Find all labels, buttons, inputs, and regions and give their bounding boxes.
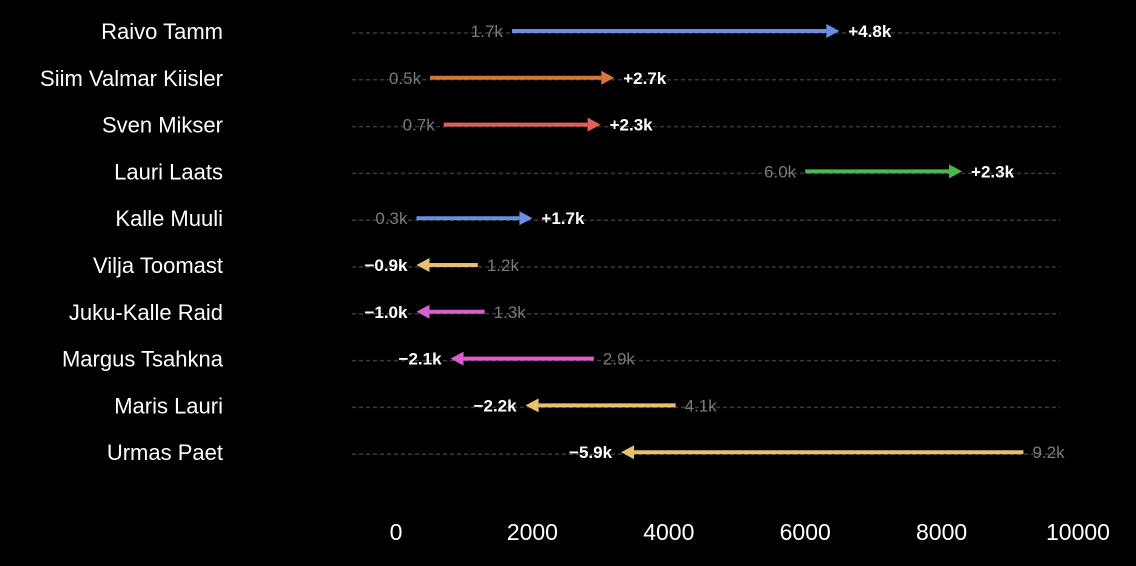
row-name-label: Lauri Laats [114, 159, 223, 184]
start-value-label: 1.7k [471, 22, 504, 41]
start-value-label: 6.0k [764, 162, 797, 181]
x-tick-label: 6000 [780, 519, 831, 545]
x-tick-label: 2000 [507, 519, 558, 545]
x-tick-label: 10000 [1046, 519, 1110, 545]
row-name-label: Urmas Paet [107, 440, 223, 465]
delta-value-label: +4.8k [848, 22, 892, 41]
row-name-label: Maris Lauri [114, 393, 223, 418]
row-name-label: Sven Mikser [102, 113, 223, 138]
row-name-label: Siim Valmar Kiisler [40, 66, 223, 91]
delta-value-label: +2.3k [610, 116, 654, 135]
row-name-label: Kalle Muuli [115, 206, 223, 231]
row-name-label: Margus Tsahkna [62, 347, 224, 372]
delta-value-label: −0.9k [364, 256, 408, 275]
row-name-label: Vilja Toomast [93, 253, 223, 278]
delta-value-label: −5.9k [569, 443, 613, 462]
row-name-label: Raivo Tamm [101, 19, 223, 44]
delta-value-label: −1.0k [364, 303, 408, 322]
delta-value-label: +1.7k [541, 209, 585, 228]
delta-value-label: −2.2k [474, 396, 518, 415]
start-value-label: 9.2k [1032, 443, 1065, 462]
delta-value-label: +2.3k [971, 162, 1015, 181]
start-value-label: 1.3k [494, 303, 527, 322]
start-value-label: 1.2k [487, 256, 520, 275]
x-tick-label: 8000 [916, 519, 967, 545]
x-tick-label: 0 [390, 519, 403, 545]
start-value-label: 2.9k [603, 350, 636, 369]
delta-value-label: +2.7k [623, 69, 667, 88]
row-name-label: Juku-Kalle Raid [69, 300, 223, 325]
delta-value-label: −2.1k [399, 350, 443, 369]
start-value-label: 0.7k [403, 116, 436, 135]
start-value-label: 0.5k [389, 69, 422, 88]
start-value-label: 4.1k [685, 396, 718, 415]
x-tick-label: 4000 [643, 519, 694, 545]
start-value-label: 0.3k [375, 209, 408, 228]
